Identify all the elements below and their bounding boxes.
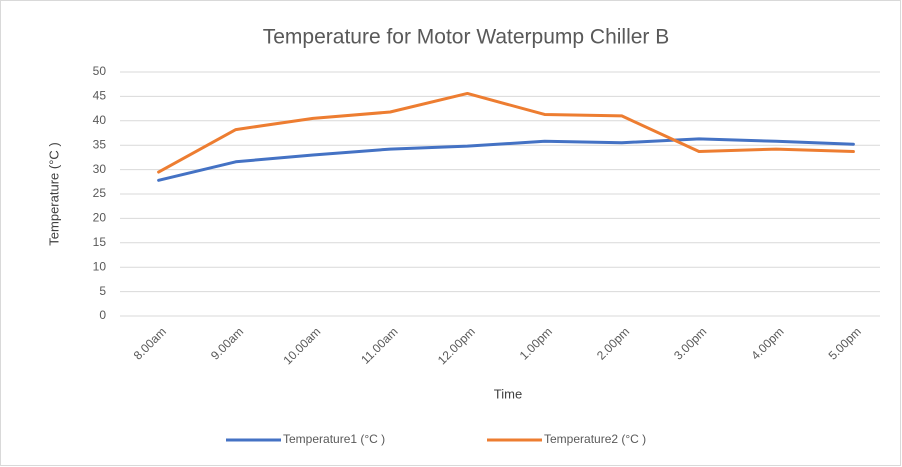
y-tick-label: 20 <box>93 211 107 225</box>
y-tick-label: 40 <box>93 113 107 127</box>
y-tick-label: 35 <box>93 137 107 151</box>
y-tick-label: 5 <box>99 284 106 298</box>
y-tick-label: 10 <box>93 259 107 273</box>
legend-label: Temperature2 (°C ) <box>544 432 646 446</box>
x-axis-label: Time <box>494 386 522 401</box>
y-tick-label: 30 <box>93 162 107 176</box>
series-line <box>157 137 855 182</box>
y-tick-label: 0 <box>99 308 106 322</box>
y-axis-label: Temperature (°C ) <box>46 142 61 245</box>
y-tick-label: 50 <box>93 64 107 78</box>
y-tick-label: 45 <box>93 89 107 103</box>
chart-title: Temperature for Motor Waterpump Chiller … <box>263 26 670 49</box>
y-tick-label: 15 <box>93 235 107 249</box>
legend-label: Temperature1 (°C ) <box>283 432 385 446</box>
y-tick-label: 25 <box>93 186 107 200</box>
series-line <box>157 91 855 174</box>
